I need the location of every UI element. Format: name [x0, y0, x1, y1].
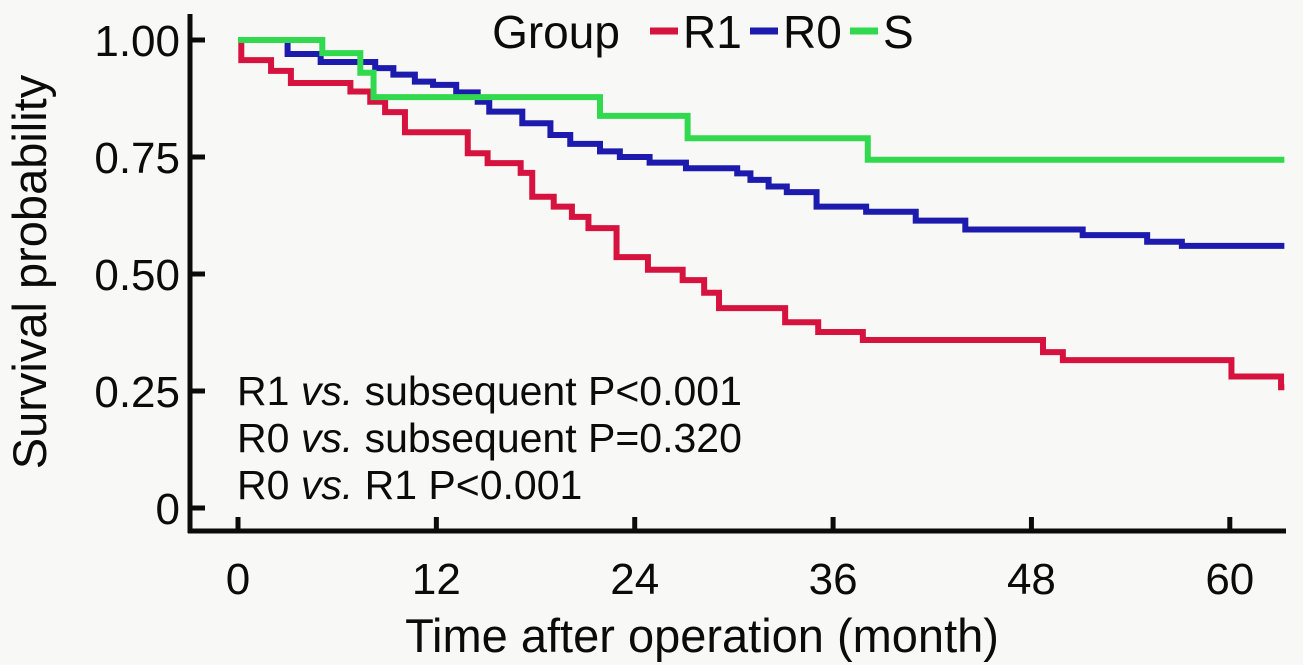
pvalue-line: R0 vs. subsequent P=0.320: [237, 415, 742, 461]
x-tick-label: 12: [412, 555, 461, 604]
y-tick-label: 0.75: [94, 134, 180, 183]
curve-S: [238, 37, 1285, 163]
y-axis-ticks: 1.00 0.75 0.50 0.25 0: [94, 17, 205, 534]
survival-curves: [238, 37, 1285, 391]
legend-label-R0: R0: [783, 6, 842, 58]
curve-R0: [238, 37, 1285, 249]
legend-label-R1: R1: [683, 6, 742, 58]
legend: Group R1 R0 S: [492, 6, 914, 58]
legend-label-S: S: [883, 6, 914, 58]
x-tick-label: 36: [809, 555, 858, 604]
y-axis-title: Survival probability: [3, 74, 56, 469]
curve-R1: [238, 37, 1285, 391]
x-tick-label: 0: [226, 555, 250, 604]
pvalue-line: R0 vs. R1 P<0.001: [237, 462, 582, 508]
y-tick-label: 1.00: [94, 17, 180, 66]
x-tick-label: 60: [1205, 555, 1254, 604]
y-tick-label: 0: [156, 485, 180, 534]
y-tick-label: 0.50: [94, 251, 180, 300]
x-tick-label: 24: [610, 555, 659, 604]
x-axis-ticks: 0 12 24 36 48 60: [226, 517, 1254, 604]
pvalue-line: R1 vs. subsequent P<0.001: [237, 368, 742, 414]
y-tick-label: 0.25: [94, 368, 180, 417]
x-tick-label: 48: [1007, 555, 1056, 604]
legend-title: Group: [492, 6, 620, 58]
x-axis-title: Time after operation (month): [405, 609, 999, 662]
